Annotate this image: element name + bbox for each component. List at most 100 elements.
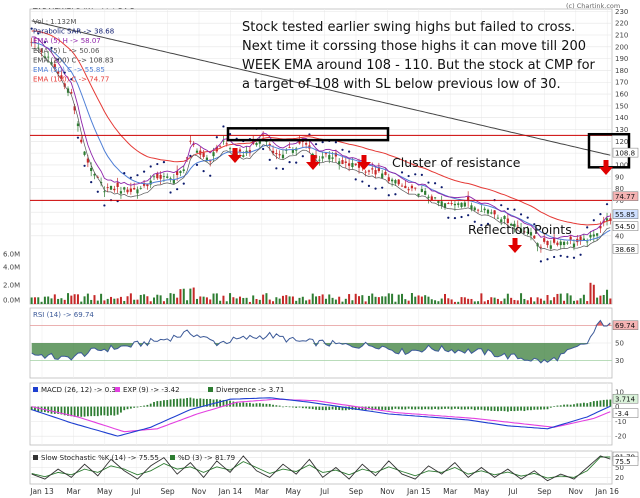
candle-body	[136, 189, 139, 194]
volume-bar	[162, 301, 165, 304]
volume-bar	[212, 293, 215, 304]
sar-value-box	[612, 244, 639, 254]
candle-body	[57, 71, 60, 74]
candle-body	[205, 157, 209, 162]
annotation-line: WEEK EMA around 108 - 110. But the stock…	[242, 58, 595, 73]
macd-histogram-bar	[579, 403, 582, 407]
volume-bar	[533, 301, 536, 304]
macd-histogram-bar	[361, 406, 364, 411]
volume-bar	[344, 298, 347, 304]
volume-bar	[556, 293, 559, 304]
volume-bar	[493, 297, 496, 304]
macd-histogram-bar	[394, 406, 397, 409]
candle-body	[569, 236, 572, 240]
candle-body	[377, 167, 380, 172]
candle-body	[119, 191, 123, 194]
volume-bar	[248, 301, 251, 304]
macd-histogram-bar	[397, 406, 400, 410]
macd-histogram-bar	[34, 406, 36, 411]
macd-histogram-bar	[371, 406, 374, 411]
macd-legend-item: MACD (26, 12) -> 0.30	[41, 386, 120, 394]
arrow-down-icon	[228, 155, 242, 163]
candle-body	[510, 223, 513, 226]
candle-body	[384, 171, 387, 175]
volume-bar	[450, 299, 453, 304]
macd-histogram-bar	[497, 406, 499, 412]
macd-histogram-bar	[470, 406, 473, 410]
sar-dot	[76, 136, 80, 139]
volume-bar	[80, 301, 83, 304]
volume-bar	[90, 299, 93, 304]
macd-histogram-bar	[321, 406, 324, 411]
sar-dot	[314, 143, 318, 146]
macd-histogram-bar	[589, 402, 592, 407]
candle-body	[133, 188, 136, 190]
sar-dot	[83, 164, 86, 167]
volume-bar	[252, 295, 255, 304]
volume-bar	[225, 301, 228, 304]
resistance-cluster-box	[226, 127, 390, 142]
sar-dot	[592, 219, 595, 222]
volume-bar	[553, 297, 556, 304]
ema200-line	[31, 20, 611, 156]
candle-body	[86, 158, 89, 163]
macd-histogram-bar	[222, 400, 225, 407]
ema200-value-box	[612, 147, 639, 158]
y-tick-label: 150	[615, 102, 628, 110]
macd-histogram-bar	[549, 406, 552, 408]
volume-bar	[199, 296, 202, 304]
candle-body	[30, 41, 33, 43]
candle-body	[599, 226, 602, 229]
volume-bar	[96, 300, 99, 304]
sar-dot	[162, 160, 166, 164]
price-legend-item: EMA (5) L -> 50.06	[33, 47, 100, 55]
volume-bar	[93, 295, 96, 304]
volume-bar	[354, 293, 357, 304]
macd-histogram-bar	[245, 402, 248, 407]
candle-body	[53, 64, 56, 69]
y-tick-label: 220	[615, 20, 628, 28]
candle-body	[212, 152, 215, 157]
rsi-value-box	[612, 320, 639, 330]
candle-body	[139, 187, 142, 189]
volume-bar	[209, 299, 212, 304]
x-tick-label: May	[97, 487, 113, 496]
macd-histogram-bar	[556, 405, 559, 407]
macd-histogram-bar	[592, 401, 595, 407]
volume-bar	[100, 293, 103, 304]
macd-histogram-bar	[96, 406, 99, 417]
volume-bar	[520, 293, 523, 304]
candle-body	[424, 190, 427, 195]
candle-body	[47, 56, 50, 58]
volume-bar	[483, 301, 486, 304]
sar-dot	[599, 213, 602, 216]
volume-bar	[457, 301, 460, 304]
macd-histogram-bar	[506, 406, 509, 412]
macd-panel	[29, 382, 613, 446]
y-tick-label: -20	[615, 433, 626, 441]
macd-histogram-bar	[523, 406, 526, 412]
sar-dot	[586, 226, 589, 229]
macd-histogram-bar	[305, 406, 308, 409]
volume-bar	[338, 296, 341, 304]
volume-bar	[136, 299, 139, 304]
volume-bar	[43, 296, 46, 304]
volume-bar	[40, 301, 43, 304]
macd-histogram-bar	[377, 406, 380, 410]
price-legend-item: Vol : 1.132M	[33, 18, 76, 26]
candle-body	[381, 173, 384, 178]
close-value-box	[612, 221, 639, 231]
candle-body	[113, 188, 116, 191]
volume-bar	[404, 299, 407, 304]
stochastic-legend-d: %D (3) -> 81.79	[178, 454, 235, 462]
volume-bar	[222, 295, 225, 304]
volume-bar	[146, 296, 149, 304]
candle-body	[225, 143, 228, 145]
candle-body	[222, 140, 225, 142]
sar-dot	[367, 184, 371, 187]
volume-bar	[238, 296, 241, 304]
candle-body	[519, 228, 523, 233]
volume-bar	[308, 299, 311, 304]
arrow-down-icon-shaft	[361, 155, 367, 162]
